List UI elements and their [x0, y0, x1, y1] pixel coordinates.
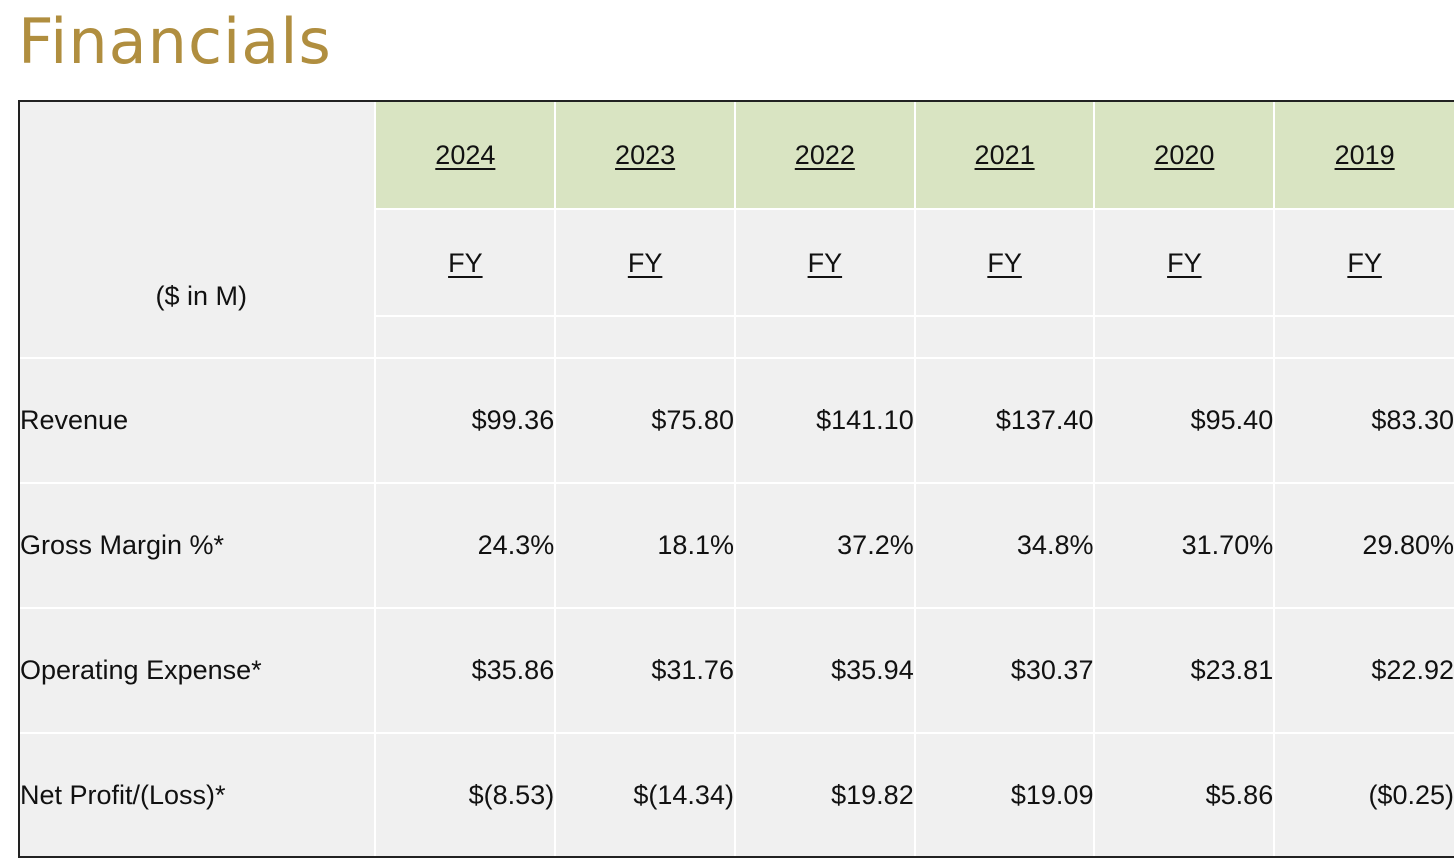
period-header: FY — [1094, 209, 1276, 317]
period-header-row: ($ in M) FY FY FY FY FY FY — [20, 209, 1454, 317]
table-cell: $99.36 — [375, 358, 557, 484]
corner-cell — [20, 102, 377, 209]
period-header: FY — [1274, 209, 1454, 317]
table-cell: $5.86 — [1094, 733, 1276, 856]
period-header: FY — [914, 209, 1096, 317]
year-header: 2020 — [1094, 102, 1276, 210]
year-header: 2024 — [375, 102, 557, 210]
financials-table-frame: 2024 2023 2022 2021 2020 2019 ($ in M) F… — [18, 100, 1454, 858]
period-header: FY — [375, 209, 557, 317]
table-cell: $23.81 — [1094, 608, 1276, 734]
row-label: Operating Expense* — [20, 608, 377, 734]
period-label: FY — [1167, 248, 1202, 278]
table-cell: 34.8% — [914, 483, 1096, 609]
table-cell: 18.1% — [555, 483, 736, 609]
row-label: Revenue — [20, 358, 377, 484]
table-cell: $35.86 — [375, 608, 557, 734]
units-label: ($ in M) — [20, 209, 377, 316]
period-label: FY — [987, 248, 1022, 278]
year-label: 2021 — [974, 139, 1035, 170]
table-row-revenue: Revenue $99.36 $75.80 $141.10 $137.40 $9… — [20, 358, 1454, 484]
empty-cell — [1094, 316, 1276, 359]
table-cell: $137.40 — [914, 358, 1096, 484]
table-cell: 31.70% — [1094, 483, 1276, 609]
financials-table: 2024 2023 2022 2021 2020 2019 ($ in M) F… — [20, 102, 1454, 856]
table-cell: $22.92 — [1274, 608, 1454, 734]
empty-cell — [734, 316, 916, 359]
period-header: FY — [555, 209, 736, 317]
table-cell: $31.76 — [555, 608, 736, 734]
year-header: 2023 — [555, 102, 736, 210]
empty-cell — [555, 316, 736, 359]
year-label: 2023 — [615, 139, 676, 170]
period-label: FY — [807, 248, 843, 278]
year-label: 2022 — [794, 139, 855, 170]
table-cell: $35.94 — [734, 608, 916, 734]
table-cell: $141.10 — [734, 358, 916, 484]
page-title: Financials — [18, 5, 332, 78]
row-label: Net Profit/(Loss)* — [20, 733, 377, 856]
table-cell: $75.80 — [555, 358, 736, 484]
table-cell: ($0.25) — [1274, 733, 1454, 856]
table-cell: $30.37 — [914, 608, 1096, 734]
table-row-operating-expense: Operating Expense* $35.86 $31.76 $35.94 … — [20, 608, 1454, 734]
empty-cell — [375, 316, 557, 359]
year-header: 2021 — [914, 102, 1096, 210]
year-label: 2020 — [1154, 139, 1215, 170]
table-cell: $19.09 — [914, 733, 1096, 856]
table-row-net-profit: Net Profit/(Loss)* $(8.53) $(14.34) $19.… — [20, 733, 1454, 856]
empty-cell — [914, 316, 1096, 359]
year-header: 2019 — [1274, 102, 1454, 210]
table-cell: $(8.53) — [375, 733, 557, 856]
table-cell: 24.3% — [375, 483, 557, 609]
period-header: FY — [734, 209, 916, 317]
period-label: FY — [627, 248, 663, 278]
table-cell: 29.80% — [1274, 483, 1454, 609]
row-label: Gross Margin %* — [20, 483, 377, 609]
period-label: FY — [1347, 248, 1382, 278]
year-label: 2019 — [1334, 139, 1395, 170]
table-cell: 37.2% — [734, 483, 916, 609]
table-cell: $95.40 — [1094, 358, 1276, 484]
table-cell: $(14.34) — [555, 733, 736, 856]
year-label: 2024 — [435, 139, 496, 170]
empty-cell — [1274, 316, 1454, 359]
empty-cell — [20, 316, 377, 359]
spacer-row — [20, 316, 1454, 359]
table-cell: $83.30 — [1274, 358, 1454, 484]
year-header-row: 2024 2023 2022 2021 2020 2019 — [20, 102, 1454, 210]
year-header: 2022 — [734, 102, 916, 210]
table-row-gross-margin: Gross Margin %* 24.3% 18.1% 37.2% 34.8% … — [20, 483, 1454, 609]
table-cell: $19.82 — [734, 733, 916, 856]
period-label: FY — [448, 248, 483, 278]
